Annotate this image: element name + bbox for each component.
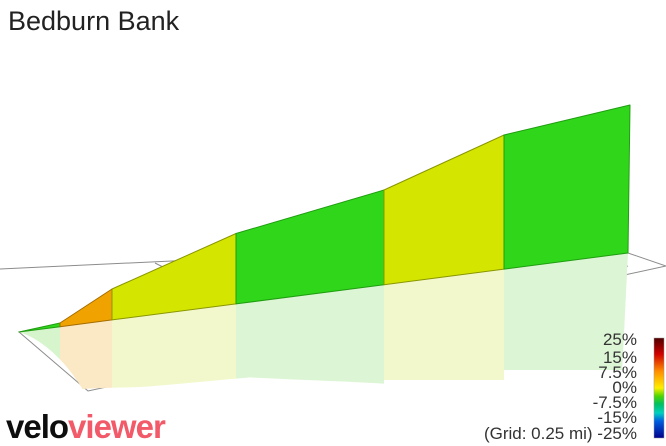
- svg-text:(Grid: 0.25 mi) -25%: (Grid: 0.25 mi) -25%: [484, 424, 637, 443]
- svg-text:25%: 25%: [603, 330, 637, 349]
